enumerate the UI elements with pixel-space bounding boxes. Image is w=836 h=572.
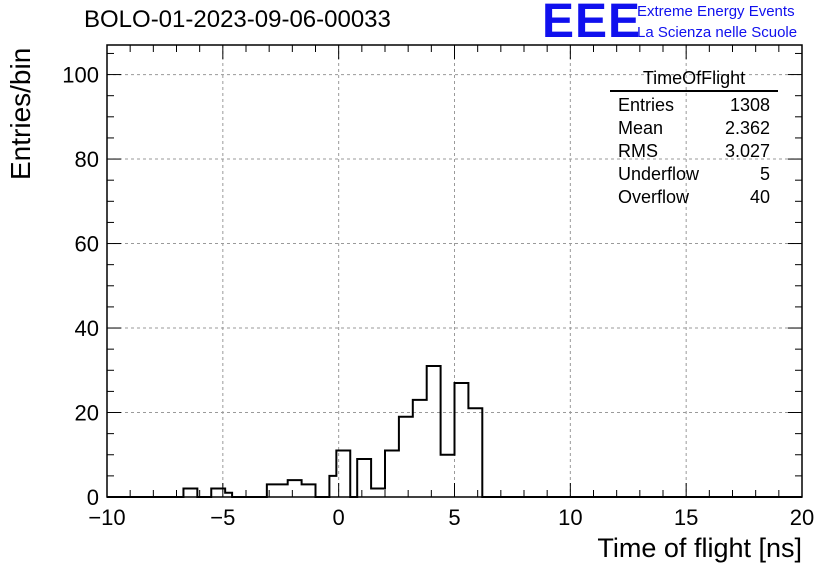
x-tick-label: 20 (790, 505, 814, 530)
stats-value: 3.027 (724, 141, 770, 161)
x-tick-label: −5 (210, 505, 235, 530)
y-tick-label: 0 (87, 485, 99, 510)
x-tick-label: 5 (448, 505, 460, 530)
x-tick-label: −10 (88, 505, 125, 530)
y-tick-label: 60 (75, 232, 99, 257)
stats-value: 1308 (729, 95, 770, 115)
stats-label: RMS (618, 141, 658, 161)
logo-line-1: Extreme Energy Events (637, 3, 795, 20)
y-tick-label: 20 (75, 401, 99, 426)
x-tick-label: 0 (333, 505, 345, 530)
x-tick-label: 15 (674, 505, 698, 530)
stats-title: TimeOfFlight (610, 68, 778, 92)
y-tick-label: 80 (75, 147, 99, 172)
stats-label: Overflow (618, 187, 690, 207)
y-tick-label: 40 (75, 316, 99, 341)
stats-label: Mean (618, 118, 664, 138)
stats-label: Entries (618, 95, 675, 115)
chart-title: BOLO-01-2023-09-06-00033 (84, 6, 391, 33)
stats-row-mean: Mean 2.362 (610, 117, 778, 140)
stats-value: 5 (759, 164, 770, 184)
y-tick-label: 100 (62, 63, 99, 88)
logo-line-2: La Scienza nelle Scuole (637, 24, 798, 41)
stats-row-underflow: Underflow 5 (610, 163, 778, 186)
stats-row-overflow: Overflow 40 (610, 186, 778, 209)
stats-row-entries: Entries 1308 (610, 94, 778, 117)
x-tick-label: 10 (558, 505, 582, 530)
x-axis-label: Time of flight [ns] (597, 533, 802, 563)
stats-box: TimeOfFlight Entries 1308 Mean 2.362 RMS 3.… (610, 68, 778, 209)
eee-logo: EEE (542, 0, 642, 48)
stats-value: 40 (749, 187, 770, 207)
stats-value: 2.362 (724, 118, 770, 138)
plot-frame (106, 44, 803, 498)
stats-label: Underflow (618, 164, 700, 184)
stats-row-rms: RMS 3.027 (610, 140, 778, 163)
